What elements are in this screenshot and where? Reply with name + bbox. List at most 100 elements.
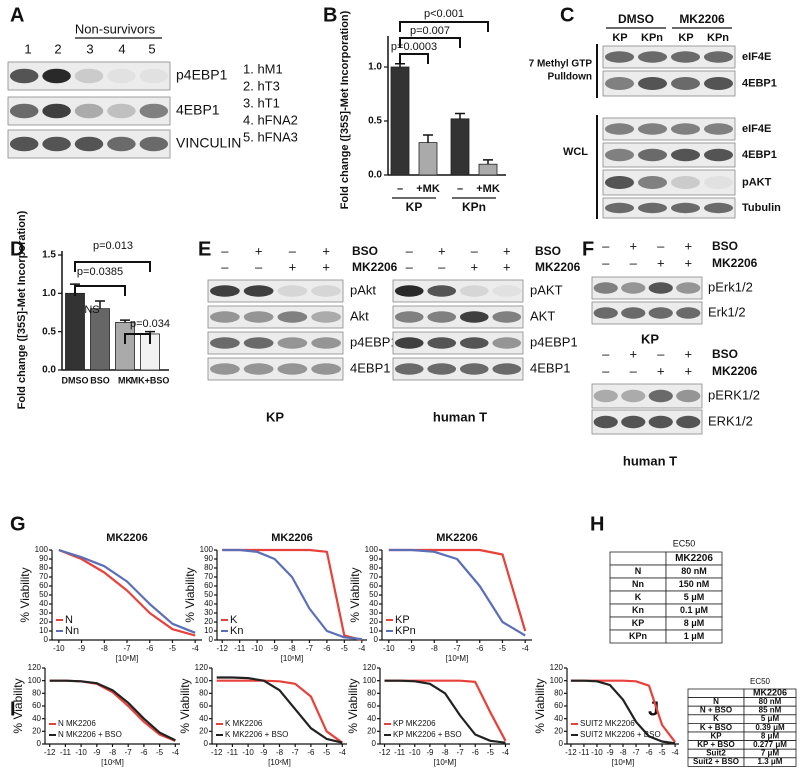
- annotation: p=0.034: [130, 318, 170, 330]
- band: [427, 363, 457, 375]
- band: [648, 415, 673, 429]
- row-label: eIF4E: [742, 51, 771, 63]
- row-label: ERK1/2: [708, 413, 753, 428]
- y-tick-label: 120: [195, 663, 209, 672]
- band: [243, 285, 274, 297]
- y-tick-label: 20: [369, 617, 378, 626]
- band: [311, 363, 341, 375]
- table-header: MK2206: [753, 688, 787, 698]
- curve: [222, 548, 362, 641]
- y-axis-label: % Viability: [178, 678, 192, 733]
- band: [459, 363, 489, 375]
- x-tick-label: -11: [234, 644, 246, 653]
- condition-name: BSO: [712, 239, 738, 253]
- y-tick-label: 10: [369, 626, 378, 635]
- error-bar: [95, 300, 105, 309]
- x-axis-label: [10ˣM]: [101, 758, 124, 767]
- y-tick-label: 20: [367, 726, 376, 735]
- blot-label: KP: [266, 409, 284, 424]
- row-label: 4EBP1: [350, 360, 390, 375]
- table-cell: [743, 757, 797, 767]
- x-tick-label: -12: [216, 644, 228, 653]
- x-tick-label: -12: [211, 748, 223, 757]
- blot: [591, 276, 703, 300]
- band: [492, 363, 522, 375]
- curve: [384, 679, 506, 744]
- x-tick-label: -10: [591, 748, 603, 757]
- y-tick-label: 100: [363, 676, 377, 685]
- y-tick-label: 30: [204, 608, 213, 617]
- band: [277, 311, 308, 323]
- y-tick-label: 0: [374, 635, 379, 644]
- y-tick-label: 90: [369, 554, 378, 563]
- y-tick-label: 10: [204, 626, 213, 635]
- bar: [390, 66, 410, 176]
- band: [604, 77, 635, 90]
- annotation: p=0.007: [410, 25, 450, 37]
- lane-label: 1: [24, 41, 31, 56]
- table-cell: [609, 551, 667, 566]
- x-tick-label: -4: [339, 748, 347, 757]
- y-tick-label: 1.5: [42, 250, 56, 261]
- x-tick-label: -6: [146, 644, 154, 653]
- x-tick-label: -11: [394, 748, 406, 757]
- legend-label: K MK2206: [225, 719, 263, 728]
- band: [670, 123, 701, 135]
- table-cell-text: Nn: [632, 579, 644, 589]
- x-tick-label: -9: [271, 644, 279, 653]
- row-label: VINCULIN: [176, 135, 241, 151]
- band: [621, 307, 646, 319]
- x-tick-label: -9: [408, 644, 416, 653]
- x-tick-label: -10: [409, 748, 421, 757]
- y-tick-label: 50: [369, 590, 378, 599]
- y-tick-label: 100: [35, 545, 49, 554]
- x-tick-label: -5: [323, 748, 331, 757]
- y-axis-label: % Viability: [183, 567, 197, 622]
- y-tick-label: 60: [39, 581, 48, 590]
- legend-label: KPn: [395, 625, 416, 637]
- x-tick-label: -7: [125, 748, 133, 757]
- band: [637, 176, 668, 189]
- condition-sign: –: [438, 259, 446, 274]
- row-label: pERK1/2: [708, 387, 760, 402]
- legend-label: SUIT2 MK2206 + BSO: [580, 730, 661, 739]
- x-tick-label: -8: [441, 748, 449, 757]
- panel-letter: G: [10, 513, 26, 535]
- y-axis-label: % Viability: [11, 678, 25, 733]
- band: [593, 307, 618, 319]
- x-tick-label: -5: [659, 748, 667, 757]
- x-tick-label: -4: [502, 748, 510, 757]
- condition-sign: –: [255, 259, 263, 274]
- table-cell-text: 1.3 μM: [758, 757, 783, 766]
- x-tick-label: -8: [431, 644, 439, 653]
- band: [311, 311, 341, 323]
- lane-label: 3: [86, 41, 93, 56]
- x-tick-label: -10: [75, 748, 87, 757]
- y-tick-label: 80: [369, 563, 378, 572]
- panel-letter: A: [10, 4, 24, 26]
- x-tick-label: -4: [192, 644, 200, 653]
- y-tick-label: 0: [204, 739, 209, 748]
- condition-sign: –: [471, 243, 479, 258]
- bar: [90, 308, 110, 371]
- legend-label: K: [230, 614, 238, 626]
- y-tick-label: 90: [39, 554, 48, 563]
- annotation: p=0.0003: [391, 41, 437, 53]
- bar: [450, 118, 470, 176]
- condition-sign: –: [406, 243, 414, 258]
- band: [427, 311, 457, 323]
- condition-sign: +: [503, 243, 511, 258]
- x-tick-label: -6: [476, 644, 484, 653]
- x-tick-label: -6: [140, 748, 148, 757]
- y-tick-label: 0: [372, 739, 377, 748]
- x-tick-label: -8: [619, 748, 627, 757]
- y-tick-label: 70: [369, 572, 378, 581]
- y-tick-label: 40: [204, 599, 213, 608]
- bar: [478, 163, 498, 176]
- legend-item: 5. hFNA3: [243, 129, 298, 144]
- y-tick-label: 80: [204, 563, 213, 572]
- band: [637, 123, 668, 135]
- condition-sign: –: [602, 255, 610, 270]
- blot: [207, 357, 344, 381]
